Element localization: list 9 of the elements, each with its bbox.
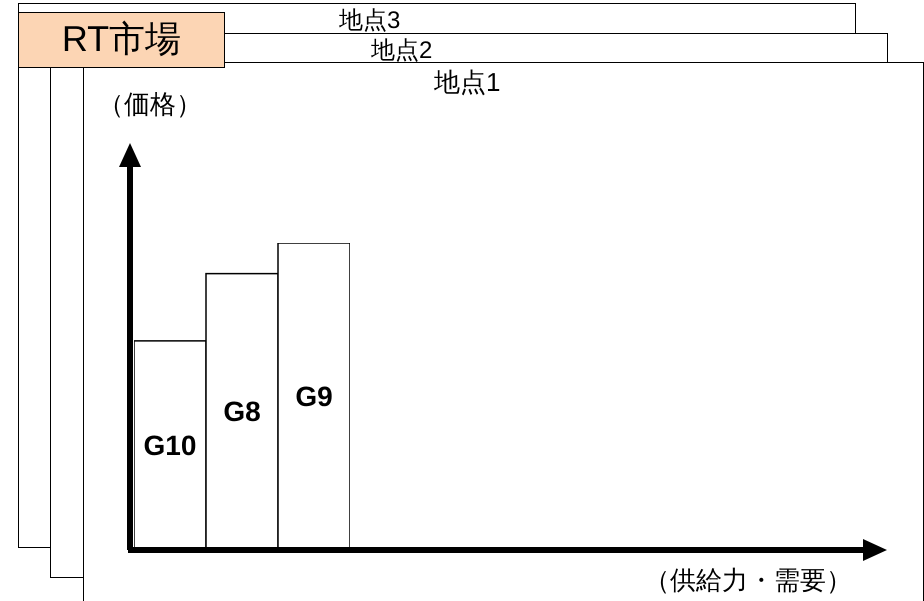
x-tick-label: G10 — [144, 430, 196, 461]
x-tick-label: G8 — [223, 396, 261, 428]
y-axis-title: （価格） — [98, 88, 202, 121]
text: 地点1 — [434, 66, 500, 99]
text: RT市場 — [18, 12, 225, 68]
text: 地点2 — [371, 36, 432, 66]
text: 地点3 — [339, 6, 400, 36]
x-tick-label: G9 — [295, 380, 333, 412]
text: （供給力・需要） — [644, 564, 852, 597]
